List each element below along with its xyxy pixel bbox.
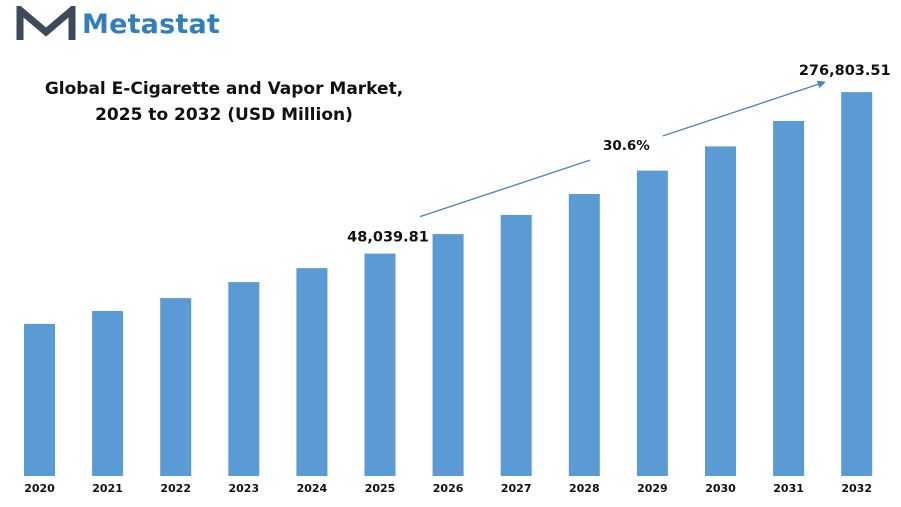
bar-2030 <box>705 146 736 476</box>
bar-2021 <box>92 311 124 476</box>
x-tick-2022: 2022 <box>160 482 191 495</box>
x-tick-2030: 2030 <box>705 482 736 495</box>
bar-2028 <box>568 194 600 476</box>
metastat-logo-icon <box>16 6 76 40</box>
bar-2026 <box>432 234 464 476</box>
x-tick-2028: 2028 <box>569 482 600 495</box>
data-label-2025: 48,039.81 <box>347 230 429 246</box>
x-tick-2020: 2020 <box>24 482 55 495</box>
cagr-label: 30.6% <box>603 138 650 154</box>
x-tick-2027: 2027 <box>501 482 532 495</box>
bar-2032 <box>841 92 873 476</box>
x-tick-2024: 2024 <box>297 482 328 495</box>
chart-title-line-2: 2025 to 2032 (USD Million) <box>95 105 353 125</box>
bar-2029 <box>636 170 668 476</box>
bar-2025 <box>364 253 396 476</box>
bar-2031 <box>773 121 805 476</box>
bar-2022 <box>160 298 192 476</box>
brand-logo: Metastat <box>16 4 220 44</box>
chart-title: Global E-Cigarette and Vapor Market, 202… <box>24 76 424 128</box>
x-tick-2029: 2029 <box>637 482 668 495</box>
bar-2023 <box>228 282 260 476</box>
x-tick-2021: 2021 <box>92 482 123 495</box>
chart-title-line-1: Global E-Cigarette and Vapor Market, <box>44 79 404 99</box>
growth-arrow-segment-1 <box>419 159 591 218</box>
x-tick-2025: 2025 <box>365 482 396 495</box>
x-tick-2031: 2031 <box>773 482 804 495</box>
bar-2024 <box>296 268 328 476</box>
bar-2027 <box>500 215 532 476</box>
data-label-2032: 276,803.51 <box>799 63 891 79</box>
x-tick-2026: 2026 <box>433 482 464 495</box>
brand-name: Metastat <box>82 8 221 40</box>
x-tick-2023: 2023 <box>228 482 259 495</box>
bar-2020 <box>24 323 55 476</box>
x-tick-2032: 2032 <box>841 482 872 495</box>
growth-arrow-icon <box>662 80 826 137</box>
